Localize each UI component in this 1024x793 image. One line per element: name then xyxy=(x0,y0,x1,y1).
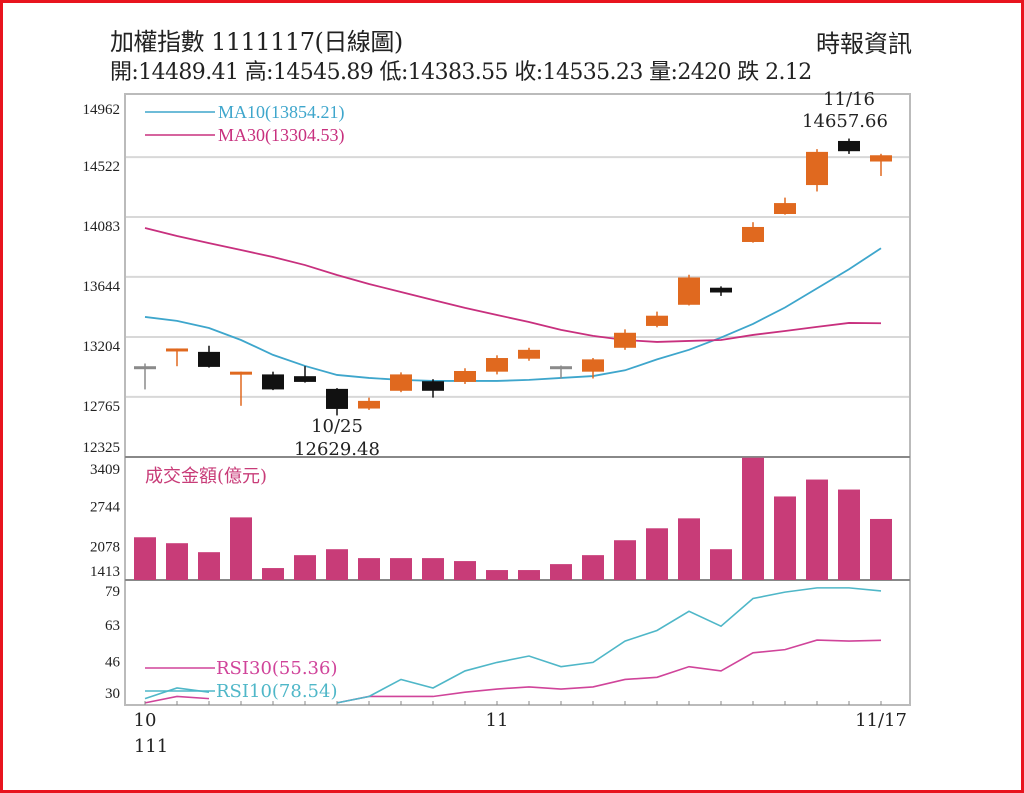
candle-body xyxy=(646,315,668,326)
rsi-tick-label: 30 xyxy=(105,686,120,702)
volume-bar xyxy=(230,517,252,580)
candle-body xyxy=(134,366,156,370)
price-tick-label: 13644 xyxy=(83,279,121,295)
rsi-line xyxy=(144,695,210,704)
volume-bar xyxy=(326,549,348,580)
volume-bar xyxy=(198,552,220,580)
candle-body xyxy=(262,374,284,390)
price-tick-label: 14522 xyxy=(83,159,121,175)
volume-bar xyxy=(262,568,284,580)
candle-body xyxy=(742,226,764,242)
volume-bar xyxy=(422,558,444,580)
ma-line-10 xyxy=(144,247,882,382)
rsi-tick-label: 63 xyxy=(105,618,120,634)
price-tick-label: 12765 xyxy=(83,399,121,415)
volume-bar xyxy=(390,558,412,580)
candle-body xyxy=(582,359,604,372)
rsi-line xyxy=(336,587,882,704)
volume-bar xyxy=(550,564,572,580)
candle-body xyxy=(838,140,860,152)
source-label: 時報資訊 xyxy=(816,30,912,58)
price-tick-label: 12325 xyxy=(83,440,121,456)
volume-bar xyxy=(838,489,860,580)
candle-body xyxy=(678,277,700,305)
volume-bar xyxy=(166,543,188,580)
volume-bar xyxy=(806,479,828,580)
quote-summary: 開:14489.41 高:14545.89 低:14383.55 收:14535… xyxy=(110,60,812,85)
annotation-date: 10/25 xyxy=(311,416,363,437)
volume-tick-label: 3409 xyxy=(90,462,120,478)
candle-body xyxy=(326,388,348,409)
annotation-value: 14657.66 xyxy=(802,111,888,132)
candle-body xyxy=(454,370,476,382)
legend-label: MA30(13304.53) xyxy=(218,125,345,146)
volume-bar xyxy=(486,570,508,580)
x-tick-label: 11 xyxy=(486,710,509,731)
volume-bar xyxy=(678,518,700,580)
volume-bar xyxy=(614,540,636,580)
candle-body xyxy=(198,351,220,367)
volume-bar xyxy=(582,555,604,580)
volume-bar xyxy=(358,558,380,580)
volume-bar xyxy=(646,528,668,580)
price-tick-label: 13204 xyxy=(83,339,121,355)
annotation-value: 12629.48 xyxy=(294,439,380,460)
volume-tick-label: 2078 xyxy=(90,540,120,556)
volume-bar xyxy=(518,570,540,580)
volume-bar xyxy=(870,518,892,580)
candle-body xyxy=(550,366,572,370)
volume-bar xyxy=(774,496,796,580)
annotation-date: 11/16 xyxy=(823,89,875,110)
candle-body xyxy=(710,287,732,293)
candle-body xyxy=(230,371,252,375)
candle-body xyxy=(358,400,380,409)
volume-bar xyxy=(454,561,476,580)
candle-body xyxy=(806,151,828,186)
candle-body xyxy=(870,155,892,162)
x-tick-sublabel: 111 xyxy=(134,736,168,757)
volume-bar xyxy=(294,555,316,580)
volume-tick-label: 1413 xyxy=(90,564,120,580)
candle-body xyxy=(518,349,540,359)
x-tick-label: 10 xyxy=(134,710,157,731)
candle-body xyxy=(486,358,508,372)
candle-body xyxy=(294,376,316,382)
price-tick-label: 14962 xyxy=(83,102,121,118)
candle-body xyxy=(166,348,188,352)
price-tick-label: 14083 xyxy=(83,219,121,235)
ma-line-30 xyxy=(144,227,882,343)
volume-bar xyxy=(742,457,764,580)
legend-label: MA10(13854.21) xyxy=(218,102,345,123)
chart-title: 加權指數 1111117(日線圖) xyxy=(110,28,403,56)
volume-tick-label: 2744 xyxy=(90,499,121,515)
volume-title: 成交金額(億元) xyxy=(145,466,267,487)
rsi-tick-label: 79 xyxy=(105,584,120,600)
x-tick-label: 11/17 xyxy=(855,710,907,731)
candle-body xyxy=(422,381,444,391)
candle-body xyxy=(390,374,412,391)
rsi-tick-label: 46 xyxy=(105,654,121,670)
legend-label: RSI30(55.36) xyxy=(216,658,337,679)
plot-border xyxy=(124,93,911,706)
legend-label: RSI10(78.54) xyxy=(216,681,337,702)
rsi-line xyxy=(336,639,882,704)
volume-bar xyxy=(710,549,732,580)
volume-bar xyxy=(134,537,156,580)
candle-body xyxy=(614,332,636,348)
candle-body xyxy=(774,203,796,214)
